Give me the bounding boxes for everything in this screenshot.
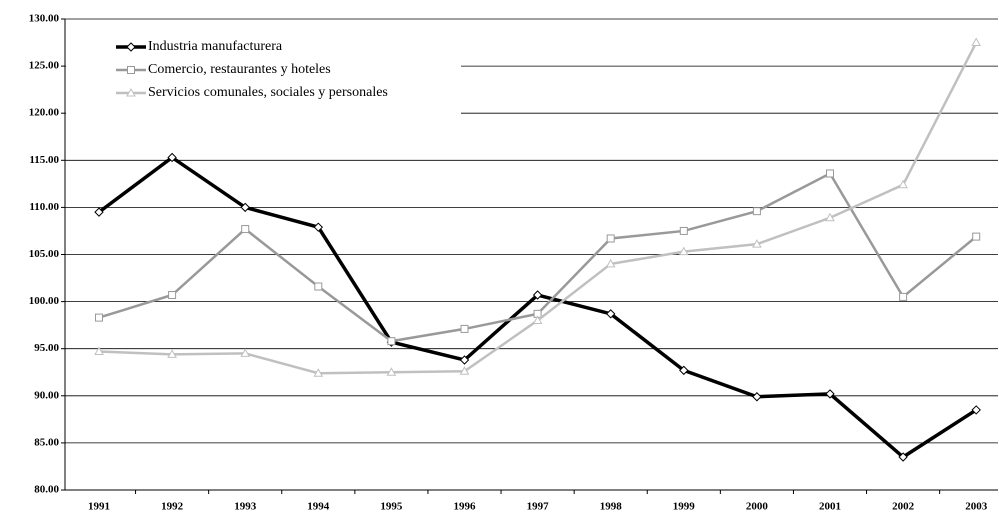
marker — [532, 315, 543, 324]
y-tick-label: 95.00 — [34, 342, 59, 354]
marker — [826, 169, 834, 178]
marker — [460, 324, 469, 333]
marker — [459, 355, 470, 365]
marker — [972, 232, 981, 241]
marker — [605, 309, 616, 319]
y-tick-label: 80.00 — [34, 484, 59, 496]
legend-label: Servicios comunales, sociales y personal… — [148, 85, 388, 100]
x-tick-label: 1995 — [380, 501, 403, 513]
marker — [386, 367, 397, 376]
marker — [971, 405, 981, 415]
y-tick-label: 85.00 — [34, 436, 59, 448]
marker — [825, 389, 835, 399]
marker — [971, 37, 982, 47]
x-tick-label: 1997 — [527, 501, 550, 513]
x-tick-label: 2001 — [819, 501, 841, 513]
marker — [313, 222, 324, 232]
legend-label: Comercio, restaurantes y hoteles — [148, 62, 331, 77]
x-tick-label: 1993 — [234, 501, 257, 513]
marker — [678, 246, 689, 256]
legend-label: Industria manufacturera — [148, 39, 283, 54]
marker — [752, 392, 762, 402]
marker — [167, 349, 177, 358]
marker — [127, 66, 135, 74]
y-tick-label: 115.00 — [29, 154, 59, 166]
marker — [825, 212, 835, 222]
marker — [168, 291, 177, 300]
marker — [313, 368, 324, 377]
marker — [94, 346, 104, 356]
marker — [240, 202, 250, 213]
legend: Industria manufacturera Comercio, restaur… — [66, 25, 461, 135]
marker — [387, 337, 396, 346]
y-tick-label: 130.00 — [29, 13, 60, 25]
marker — [605, 258, 616, 268]
marker — [459, 366, 470, 375]
marker — [898, 452, 908, 462]
marker — [899, 292, 908, 301]
x-tick-label: 1999 — [673, 501, 696, 513]
marker — [94, 207, 104, 217]
marker — [532, 290, 543, 300]
x-tick-label: 1996 — [454, 501, 477, 513]
marker — [679, 226, 688, 235]
marker — [898, 179, 908, 189]
y-tick-label: 110.00 — [29, 201, 59, 213]
x-tick-label: 1992 — [161, 501, 184, 513]
marker — [167, 152, 177, 163]
x-tick-label: 2003 — [965, 501, 988, 513]
y-tick-label: 100.00 — [29, 295, 60, 307]
series-line — [97, 155, 978, 460]
marker — [752, 239, 762, 248]
y-tick-label: 125.00 — [29, 60, 60, 72]
x-tick-label: 1998 — [600, 501, 623, 513]
x-tick-label: 2002 — [892, 501, 915, 513]
marker — [240, 348, 251, 357]
marker — [606, 234, 615, 243]
marker — [679, 365, 689, 376]
x-tick-label: 2000 — [746, 501, 769, 513]
x-tick-label: 1994 — [307, 501, 330, 513]
y-tick-label: 90.00 — [34, 389, 59, 401]
x-tick-label: 1991 — [88, 501, 110, 513]
marker — [241, 225, 250, 234]
marker — [126, 87, 136, 97]
marker — [314, 282, 323, 291]
marker — [95, 313, 103, 322]
marker — [126, 42, 136, 52]
y-tick-label: 120.00 — [29, 107, 60, 119]
y-tick-label: 105.00 — [29, 248, 60, 260]
marker — [752, 207, 761, 216]
